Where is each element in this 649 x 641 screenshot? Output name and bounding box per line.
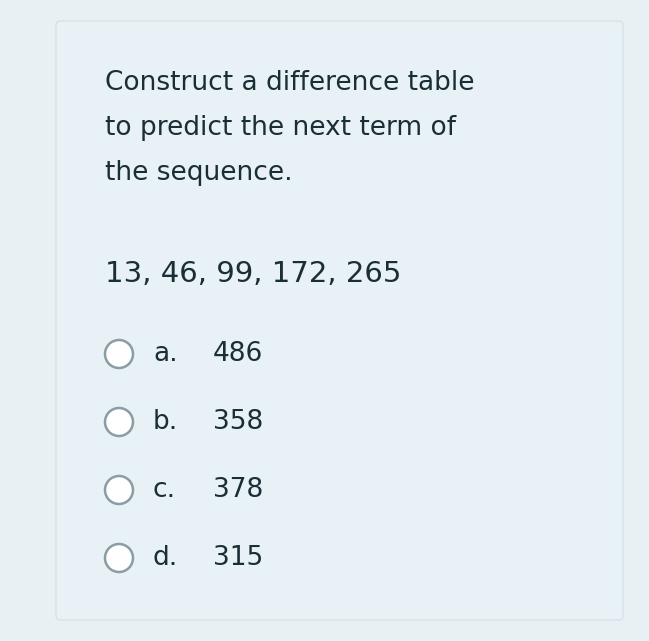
Text: the sequence.: the sequence. — [105, 160, 293, 186]
Text: 13, 46, 99, 172, 265: 13, 46, 99, 172, 265 — [105, 260, 401, 288]
Text: 358: 358 — [213, 409, 263, 435]
Circle shape — [105, 408, 133, 436]
Text: Construct a difference table: Construct a difference table — [105, 70, 474, 96]
Circle shape — [105, 544, 133, 572]
Circle shape — [105, 340, 133, 368]
Text: 486: 486 — [213, 341, 263, 367]
Text: a.: a. — [153, 341, 178, 367]
Text: d.: d. — [153, 545, 178, 571]
Text: 315: 315 — [213, 545, 263, 571]
Text: to predict the next term of: to predict the next term of — [105, 115, 456, 141]
Text: b.: b. — [153, 409, 178, 435]
Circle shape — [105, 476, 133, 504]
Text: c.: c. — [153, 477, 176, 503]
Text: 378: 378 — [213, 477, 263, 503]
FancyBboxPatch shape — [56, 21, 623, 620]
